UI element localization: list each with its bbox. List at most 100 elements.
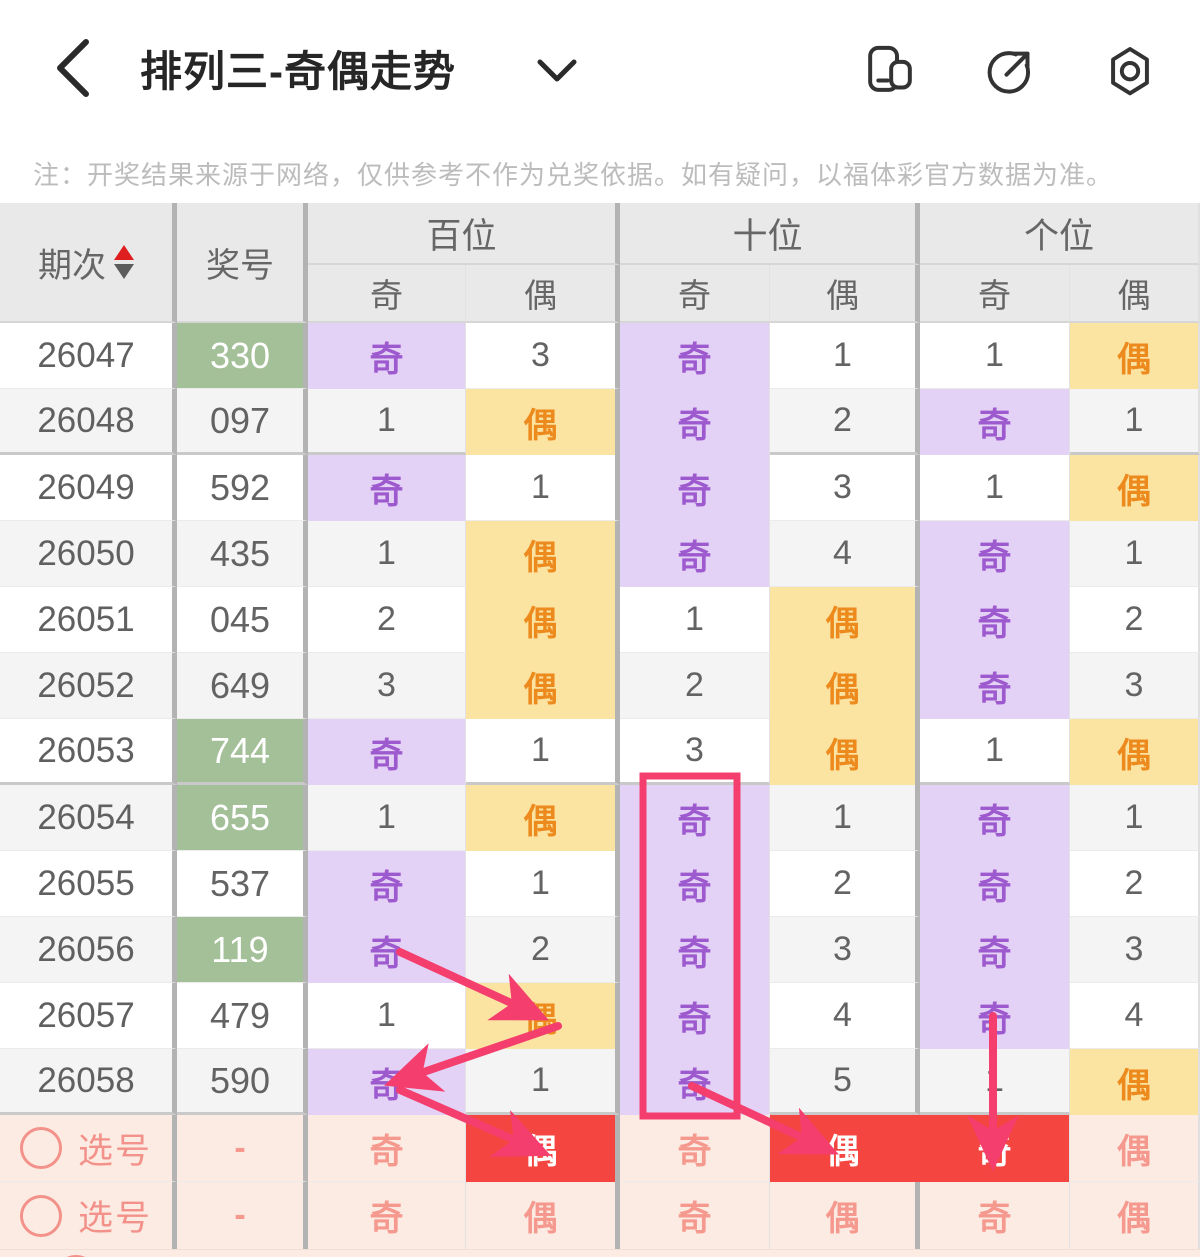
select-cell[interactable]: 奇 (920, 1115, 1070, 1182)
period-cell: 26053 (0, 719, 177, 785)
trend-cell: 偶 (1070, 1049, 1200, 1115)
group-header-hundreds: 百位 (308, 203, 620, 265)
select-cell[interactable]: 偶 (770, 1115, 920, 1182)
trend-cell: 2 (770, 851, 920, 917)
draw-number-cell: 097 (177, 389, 308, 455)
select-cell[interactable]: 奇 (308, 1182, 466, 1249)
page-title: 排列三-奇偶走势 (140, 48, 456, 95)
settings-nut-icon[interactable] (1102, 42, 1158, 98)
trend-cell: 偶 (466, 785, 620, 851)
select-row: 选号 (0, 1182, 177, 1249)
select-cell[interactable]: 偶 (770, 1182, 920, 1249)
overlap-windows-icon[interactable] (862, 42, 918, 98)
draw-number-cell: 435 (177, 521, 308, 587)
trend-cell: 1 (308, 983, 466, 1049)
trend-cell: 2 (1070, 851, 1200, 917)
group-header-units: 个位 (920, 203, 1200, 265)
select-row: 选号 (0, 1115, 177, 1182)
top-bar: 排列三-奇偶走势 (0, 0, 1200, 135)
back-icon[interactable] (50, 36, 94, 100)
select-label: 选号 (77, 1131, 152, 1171)
trend-cell: 1 (920, 455, 1070, 521)
draw-number-cell: 479 (177, 983, 308, 1049)
period-cell: 26054 (0, 785, 177, 851)
trend-cell: 奇 (308, 851, 466, 917)
sort-icons[interactable] (114, 245, 134, 279)
trend-cell: 3 (1070, 653, 1200, 719)
select-number-cell: - (177, 1182, 308, 1249)
trend-cell: 偶 (466, 653, 620, 719)
trend-cell: 奇 (620, 521, 770, 587)
trend-cell: 3 (466, 323, 620, 389)
trend-cell: 偶 (466, 389, 620, 455)
draw-number-cell: 045 (177, 587, 308, 653)
trend-cell: 奇 (920, 587, 1070, 653)
trend-cell: 奇 (620, 785, 770, 851)
period-cell: 26057 (0, 983, 177, 1049)
trend-cell: 奇 (920, 785, 1070, 851)
select-cell[interactable]: 奇 (920, 1182, 1070, 1249)
sort-up-icon[interactable] (114, 245, 134, 260)
select-cell[interactable]: 奇 (620, 1115, 770, 1182)
select-label: 选号 (77, 1199, 152, 1238)
select-circle[interactable] (55, 1255, 97, 1257)
trend-cell: 奇 (308, 455, 466, 521)
trend-cell: 奇 (620, 455, 770, 521)
period-column-header[interactable]: 期次 (0, 203, 177, 323)
period-cell: 26056 (0, 917, 177, 983)
trend-cell: 偶 (1070, 323, 1200, 389)
trend-cell: 1 (770, 323, 920, 389)
trend-cell: 3 (308, 653, 466, 719)
select-circle[interactable] (19, 1194, 62, 1237)
select-cell[interactable]: 偶 (1070, 1115, 1200, 1182)
trend-cell: 1 (620, 587, 770, 653)
trend-cell: 3 (770, 917, 920, 983)
chevron-down-icon[interactable] (536, 58, 578, 84)
period-cell: 26058 (0, 1049, 177, 1115)
draw-number-cell: 592 (177, 455, 308, 521)
disclaimer-note: 注：开奖结果来源于网络，仅供参考不作为兑奖依据。如有疑问，以福体彩官方数据为准。 (33, 160, 1114, 190)
sort-down-icon[interactable] (114, 264, 134, 279)
trend-cell: 1 (1070, 785, 1200, 851)
trend-cell: 2 (466, 917, 620, 983)
trend-cell: 4 (770, 521, 920, 587)
trend-cell: 偶 (466, 983, 620, 1049)
trend-cell: 1 (920, 719, 1070, 785)
select-cell[interactable]: 偶 (466, 1115, 620, 1182)
trend-cell: 奇 (620, 983, 770, 1049)
number-column-header: 奖号 (177, 203, 308, 323)
period-cell: 26051 (0, 587, 177, 653)
trend-cell: 奇 (308, 1049, 466, 1115)
select-cell[interactable]: 奇 (620, 1182, 770, 1249)
trend-cell: 奇 (920, 521, 1070, 587)
draw-number-cell: 649 (177, 653, 308, 719)
period-cell: 26050 (0, 521, 177, 587)
trend-cell: 奇 (620, 389, 770, 455)
subheader-even: 偶 (1070, 265, 1200, 323)
draw-number-cell: 330 (177, 323, 308, 389)
trend-cell: 奇 (620, 851, 770, 917)
draw-number-cell: 655 (177, 785, 308, 851)
draw-number-cell: 744 (177, 719, 308, 785)
subheader-even: 偶 (770, 265, 920, 323)
trend-cell: 1 (920, 323, 1070, 389)
subheader-odd: 奇 (308, 265, 466, 323)
select-cell[interactable]: 奇 (308, 1115, 466, 1182)
trend-cell: 偶 (770, 653, 920, 719)
trend-cell: 4 (770, 983, 920, 1049)
select-circle[interactable] (19, 1127, 62, 1169)
select-cell[interactable]: 偶 (1070, 1182, 1200, 1249)
trend-cell: 1 (920, 1049, 1070, 1115)
period-cell: 26047 (0, 323, 177, 389)
trend-cell: 奇 (620, 1049, 770, 1115)
trend-cell: 奇 (920, 851, 1070, 917)
draw-number-cell: 537 (177, 851, 308, 917)
select-cell[interactable]: 偶 (466, 1182, 620, 1249)
partial-select-row (0, 1249, 1200, 1257)
period-cell: 26055 (0, 851, 177, 917)
trend-cell: 2 (620, 653, 770, 719)
trend-cell: 偶 (770, 587, 920, 653)
group-header-tens: 十位 (620, 203, 920, 265)
trend-cell: 1 (770, 785, 920, 851)
share-icon[interactable] (982, 42, 1038, 98)
